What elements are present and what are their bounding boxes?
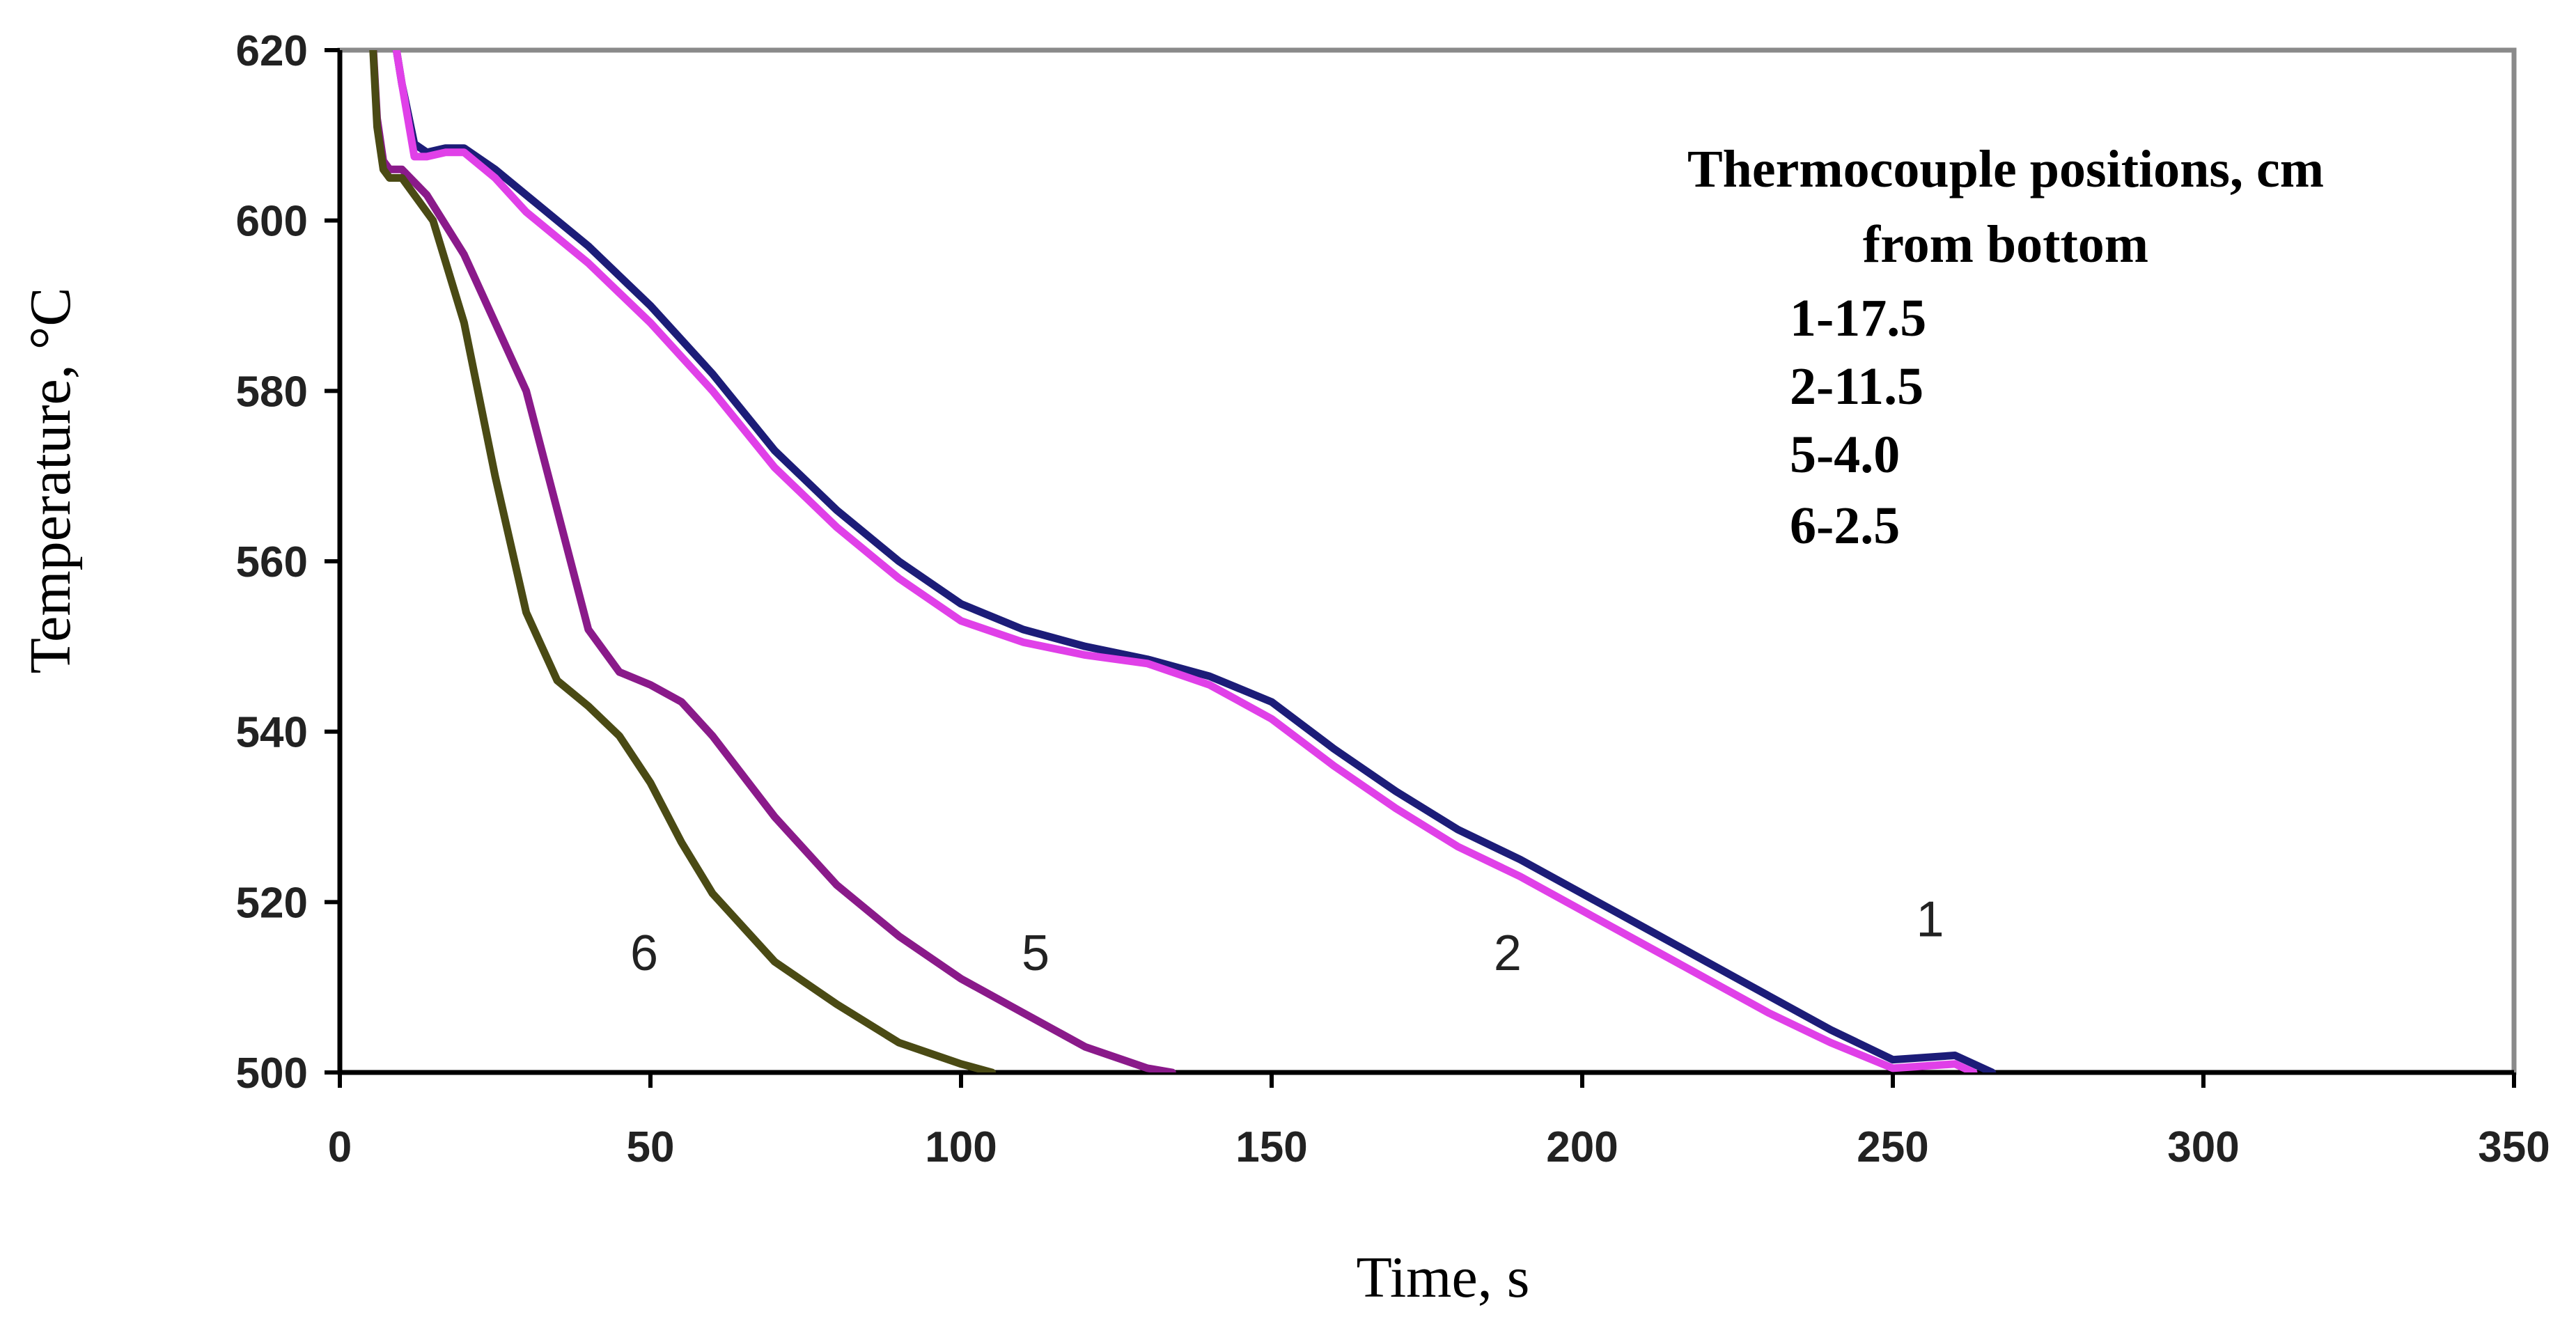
legend-entry-5: 5-4.0: [1790, 426, 1900, 484]
curve-label-6: 6: [630, 926, 658, 981]
y-axis-title: Temperature, °C: [18, 288, 83, 674]
x-tick-label: 0: [328, 1123, 352, 1171]
x-tick-label: 350: [2478, 1123, 2550, 1171]
x-axis-title: Time, s: [1356, 1245, 1529, 1310]
curve-label-5: 5: [1022, 926, 1049, 981]
legend: Thermocouple positions, cm from bottom 1…: [1687, 140, 2324, 555]
y-tick-label: 520: [236, 879, 308, 927]
curve-label-1: 1: [1916, 891, 1944, 947]
y-tick-label: 540: [236, 709, 308, 757]
y-tick-label: 500: [236, 1049, 308, 1098]
x-tick-label: 100: [925, 1123, 997, 1171]
x-tick-label: 200: [1546, 1123, 1618, 1171]
y-tick-label: 600: [236, 198, 308, 246]
legend-title-line-2: from bottom: [1863, 215, 2148, 274]
series-line-6: [369, 50, 997, 1072]
curve-label-2: 2: [1494, 926, 1522, 981]
legend-title-line-1: Thermocouple positions, cm: [1687, 140, 2324, 198]
x-tick-label: 50: [627, 1123, 675, 1171]
y-tick-label: 560: [236, 538, 308, 586]
curve-labels: 6 5 2 1: [630, 891, 1944, 981]
x-tick-label: 250: [1857, 1123, 1928, 1171]
series-line-5: [369, 50, 1176, 1072]
legend-entry-6: 6-2.5: [1790, 497, 1900, 555]
x-tick-label: 300: [2167, 1123, 2239, 1171]
series-group: [369, 50, 1997, 1072]
series-line-2: [392, 50, 1978, 1072]
tick-marks: [325, 48, 2516, 1088]
y-tick-labels: 500 520 540 560 580 600 620: [236, 27, 308, 1098]
y-tick-label: 620: [236, 27, 308, 75]
y-tick-label: 580: [236, 368, 308, 416]
x-tick-labels: 0 50 100 150 200 250 300 350: [328, 1123, 2550, 1171]
legend-entry-2: 2-11.5: [1790, 357, 1923, 416]
legend-entry-1: 1-17.5: [1790, 289, 1926, 348]
x-tick-label: 150: [1235, 1123, 1307, 1171]
